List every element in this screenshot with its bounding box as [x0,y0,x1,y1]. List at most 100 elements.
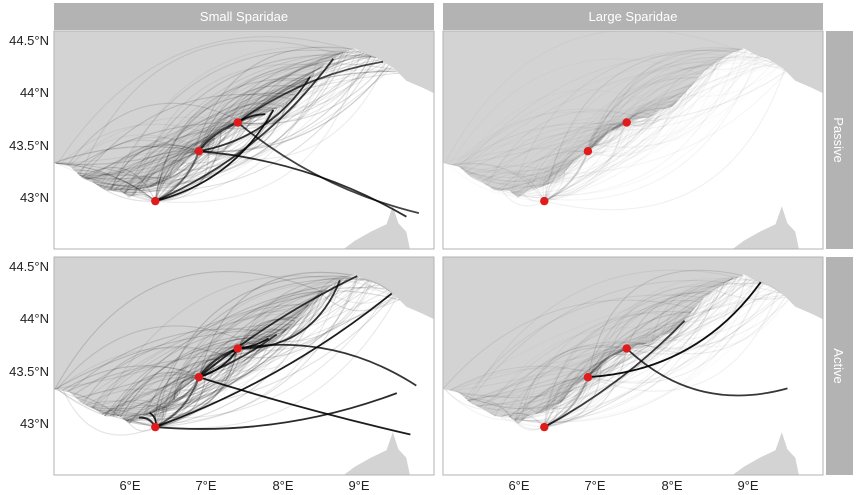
connectivity-link [287,280,368,329]
connectivity-link [668,291,712,334]
land-area [54,257,434,424]
connectivity-link [660,276,737,337]
connectivity-link [243,291,324,347]
connectivity-link [91,311,302,408]
connectivity-link [139,117,255,193]
connectivity-link [115,345,245,417]
connectivity-link [120,342,258,418]
connectivity-link [598,285,719,369]
connectivity-link [521,399,563,422]
connectivity-link [585,116,649,153]
connectivity-link [343,277,395,296]
connectivity-link [699,48,745,77]
connectivity-link [154,292,393,428]
connectivity-link [543,150,589,202]
connectivity-link [540,337,659,413]
connectivity-link [154,275,349,428]
connectivity-link [289,66,392,101]
connectivity-link [478,404,513,419]
connectivity-link [505,157,578,191]
connectivity-link [154,140,212,202]
connectivity-links [54,271,417,436]
connectivity-link [93,137,215,183]
connectivity-link [198,304,309,378]
connectivity-link [607,299,700,360]
connectivity-link [544,112,658,202]
connectivity-link [534,278,754,415]
connectivity-link [581,101,677,156]
lat-tick-label: 44°N [20,85,49,100]
connectivity-link [209,282,373,372]
connectivity-link [306,275,358,307]
connectivity-link [155,275,358,428]
connectivity-link [467,269,771,402]
connectivity-link [560,315,689,402]
connectivity-link [73,169,156,202]
connectivity-link [198,106,278,151]
row-label-passive: Passive [831,117,846,163]
connectivity-link [587,276,737,383]
connectivity-link [173,347,238,401]
connectivity-link [181,348,239,391]
connectivity-link [647,278,752,344]
connectivity-link [316,275,352,297]
connectivity-link [155,392,398,430]
connectivity-link [113,297,398,429]
connectivity-link [587,292,710,378]
connectivity-link [652,318,687,342]
connectivity-link [200,71,315,150]
connectivity-link [99,143,209,194]
connectivity-link [173,121,238,174]
connectivity-link [198,51,362,152]
connectivity-link [58,389,103,416]
connectivity-link [155,128,226,185]
connectivity-link [626,275,747,355]
connectivity-link [542,159,575,202]
lon-tick-label: 6°E [508,478,529,493]
connectivity-link [543,117,637,202]
connectivity-link [111,182,154,191]
connectivity-link [83,176,171,180]
connectivity-link [154,150,200,202]
connectivity-link [180,117,252,166]
connectivity-link [595,49,747,148]
release-site-marker [622,118,631,127]
connectivity-link [59,123,216,165]
lon-tick-label: 8°E [272,478,293,493]
connectivity-link [458,155,581,185]
connectivity-link [101,127,228,189]
connectivity-link [103,150,199,190]
connectivity-link [475,343,638,407]
map-panel-small-passive [54,31,434,249]
connectivity-link [93,51,344,187]
connectivity-link [261,284,380,343]
connectivity-link [615,301,702,355]
connectivity-link [78,358,220,413]
connectivity-link [85,176,141,192]
lat-tick-label: 43°N [20,416,49,431]
connectivity-link [145,278,365,415]
connectivity-link [157,122,239,185]
connectivity-link [149,132,220,188]
connectivity-link [114,46,365,191]
release-site-marker [151,422,160,432]
connectivity-link [90,277,345,408]
connectivity-link [198,53,368,152]
connectivity-link [80,288,327,403]
connectivity-link [498,112,658,192]
row-strip-passive [826,31,853,249]
connectivity-link [69,391,122,418]
connectivity-link [563,282,764,400]
connectivity-link [136,117,252,194]
connectivity-link [67,102,242,166]
connectivity-link [465,129,614,187]
connectivity-link [490,108,665,189]
connectivity-link [543,128,615,202]
connectivity-link [543,311,691,428]
connectivity-link [501,150,588,191]
connectivity-link [226,276,359,359]
connectivity-link [471,368,598,405]
connectivity-link [68,116,238,167]
connectivity-link [456,122,621,167]
connectivity-link [54,329,286,390]
